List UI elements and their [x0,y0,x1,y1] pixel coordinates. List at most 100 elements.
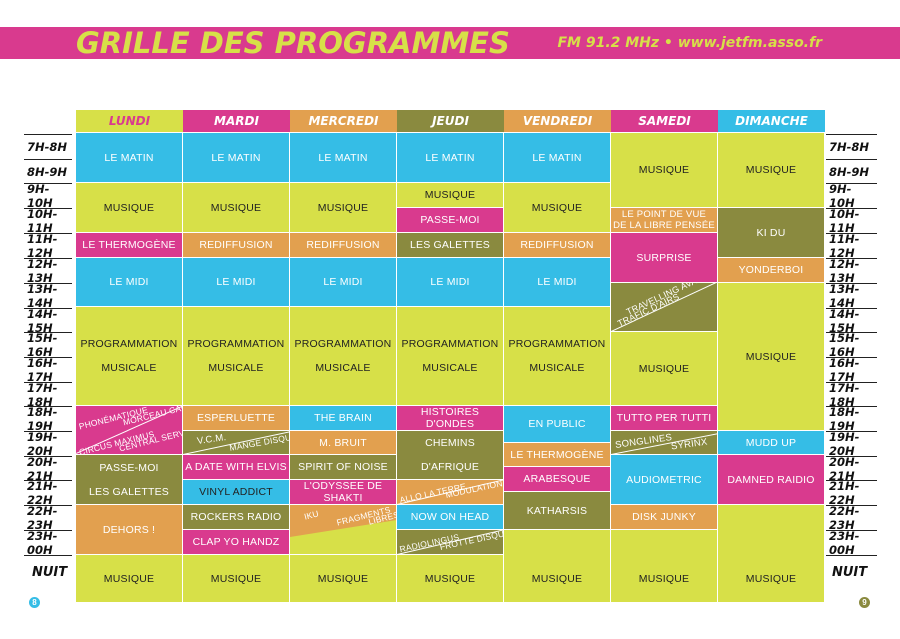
hour-divider [24,332,72,333]
hour-label: 15H-16H [829,330,860,359]
header-banner [0,27,900,59]
program-programmation-musicale: PROGRAMMATION MUSICALE [183,307,290,406]
hour-label: 22H-23H [829,503,860,532]
hour-label: 22H-23H [27,503,58,532]
hour-divider [24,233,72,234]
program-musique: MUSIQUE [611,133,718,208]
program-le-thermogene: LE THERMOGÈNE [76,233,183,258]
page-title: GRILLE DES PROGRAMMES [76,26,510,60]
hour-divider [826,332,877,333]
hour-label: 8H-9H [27,164,68,179]
schedule-grid: LE MATIN MUSIQUE LE THERMOGÈNE LE MIDI P… [76,133,825,603]
hour-label: 13H-14H [829,281,860,310]
hour-divider [826,555,877,556]
day-header-mercredi: MERCREDI [290,110,397,132]
hour-divider [24,431,72,432]
hour-divider [24,505,72,506]
hour-label: 12H-13H [829,256,860,285]
program-surprise: SURPRISE [611,233,718,283]
program-esperluette: ESPERLUETTE [183,406,290,431]
hour-label: 7H-8H [27,139,68,154]
hour-label: 10H-11H [27,206,58,235]
program-le-midi: LE MIDI [183,258,290,307]
program-musique: MUSIQUE [718,133,825,208]
hour-divider [826,480,877,481]
program-musique-nuit: MUSIQUE [397,555,504,603]
program-arabesque: ARABESQUE [504,467,611,492]
program-musique-nuit: MUSIQUE [183,555,290,603]
hour-label: 17H-18H [27,380,58,409]
hour-divider [826,208,877,209]
hour-label: 8H-9H [829,164,870,179]
program-clap-yo-handz: CLAP YO HANDZ [183,530,290,555]
hour-label: 12H-13H [27,256,58,285]
program-split-phonematique-circus: PHONÉMATIQUE MORCEAU CACHÉ CIRCUS MAXIMU… [76,406,183,455]
day-header-vendredi: VENDREDI [504,110,611,132]
program-le-matin: LE MATIN [183,133,290,183]
program-musique-nuit: MUSIQUE [290,555,397,603]
program-tutto-per-tutti: TUTTO PER TUTTI [611,406,718,431]
program-le-matin: LE MATIN [76,133,183,183]
hour-divider [826,283,877,284]
hour-divider [24,183,72,184]
hour-divider [826,505,877,506]
program-programmation-musicale: PROGRAMMATION MUSICALE [76,307,183,406]
day-header-jeudi: JEUDI [397,110,504,132]
program-rediffusion: REDIFFUSION [290,233,397,258]
hour-divider [826,431,877,432]
day-header-mardi: MARDI [183,110,290,132]
day-header-dimanche: DIMANCHE [718,110,825,132]
program-split-allo-la-terre-modulation: ALLO LA TERRE MODULATION [397,480,504,505]
program-rediffusion: REDIFFUSION [504,233,611,258]
hour-label: 9H-10H [27,181,53,210]
program-le-point-de-vue-de-la-libre-pensee: LE POINT DE VUE DE LA LIBRE PENSÉE [611,208,718,233]
program-musique: MUSIQUE [718,283,825,431]
program-chemins-d-afrique: CHEMINS D'AFRIQUE [397,431,504,480]
program-split-radiolingus-frotte-disques: RADIOLINGUS FROTTE DISQUES [397,530,504,555]
program-dehors: DEHORS ! [76,505,183,555]
program-programmation-musicale: PROGRAMMATION MUSICALE [290,307,397,406]
hour-divider [24,159,72,160]
program-split-trafic-travelling: TRAFIC D'AIRS TRAVELLING AVANT [611,283,718,332]
hour-label: 17H-18H [829,380,860,409]
program-the-brain: THE BRAIN [290,406,397,431]
day-header-samedi: SAMEDI [611,110,718,132]
hour-label: 18H-19H [27,404,58,433]
hour-divider [24,406,72,407]
program-le-matin: LE MATIN [504,133,611,183]
program-now-on-head: NOW ON HEAD [397,505,504,530]
hour-divider [24,258,72,259]
program-en-public: EN PUBLIC [504,406,611,443]
hour-divider [24,530,72,531]
program-split-vcm-mange-disque: V.C.M. MANGE DISQUE [183,431,290,455]
program-yonderboi: YONDERBOI [718,258,825,283]
program-disk-junky: DISK JUNKY [611,505,718,530]
hour-divider [826,233,877,234]
hour-divider [24,283,72,284]
hour-divider [826,456,877,457]
program-ki-du: KI DU [718,208,825,258]
program-musique: MUSIQUE [183,183,290,233]
hour-divider [24,134,72,135]
hour-divider [826,183,877,184]
program-le-matin: LE MATIN [397,133,504,183]
program-musique-nuit: MUSIQUE [718,505,825,603]
program-le-midi: LE MIDI [504,258,611,307]
hour-divider [24,308,72,309]
hour-label: 11H-12H [829,231,860,260]
hour-divider [826,258,877,259]
program-musique: MUSIQUE [504,183,611,233]
hour-divider [24,555,72,556]
hour-label: 21H-22H [829,478,860,507]
hour-label: 7H-8H [829,139,870,154]
hour-divider [826,134,877,135]
hour-label: 19H-20H [829,429,860,458]
hour-divider [826,382,877,383]
page-number-right: 9 [859,597,870,608]
program-passe-moi: PASSE-MOI [397,208,504,233]
hour-label: 20H-21H [829,454,860,483]
program-histoires-d-ondes: HISTOIRES D'ONDES [397,406,504,431]
program-musique: MUSIQUE [611,332,718,406]
page-number-left: 8 [29,597,40,608]
program-musique-nuit: MUSIQUE [504,530,611,603]
